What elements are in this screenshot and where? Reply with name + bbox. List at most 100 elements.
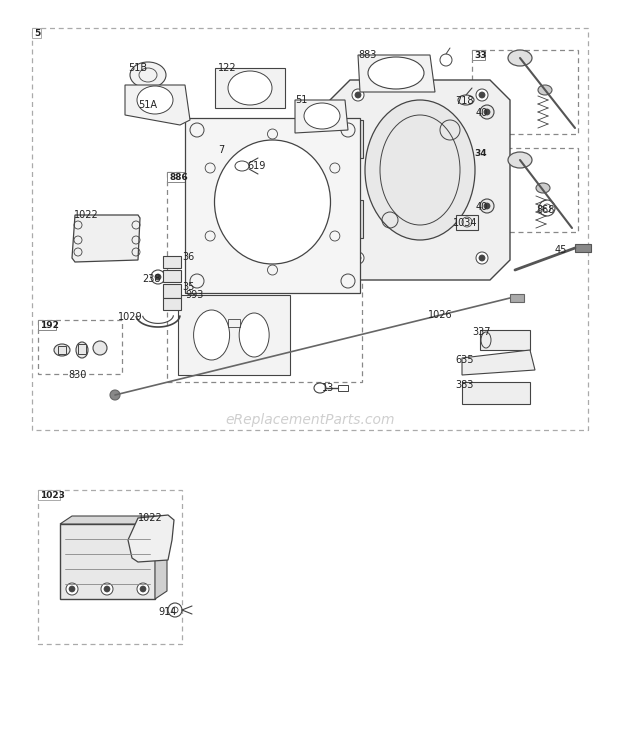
Ellipse shape	[355, 92, 361, 98]
Bar	[32, 28, 588, 430]
Bar	[32, 28, 40, 38]
Bar	[178, 295, 290, 375]
Text: 1022: 1022	[138, 513, 162, 523]
Ellipse shape	[508, 152, 532, 168]
Bar	[472, 50, 578, 134]
Ellipse shape	[93, 341, 107, 355]
Text: 718: 718	[455, 96, 474, 106]
Ellipse shape	[355, 255, 361, 261]
Ellipse shape	[536, 183, 550, 193]
Text: 7: 7	[218, 145, 224, 155]
Ellipse shape	[479, 92, 485, 98]
Text: 40: 40	[476, 202, 489, 212]
Polygon shape	[125, 85, 190, 125]
Ellipse shape	[239, 313, 269, 357]
Ellipse shape	[484, 109, 490, 115]
Bar	[163, 284, 181, 298]
Text: 1023: 1023	[40, 491, 65, 500]
Text: 635: 635	[455, 355, 474, 365]
Bar	[167, 172, 362, 382]
Text: 883: 883	[358, 50, 376, 60]
Polygon shape	[60, 516, 167, 524]
Bar	[167, 172, 185, 182]
Text: 1026: 1026	[428, 310, 453, 320]
Text: 337: 337	[472, 327, 490, 337]
Polygon shape	[72, 215, 140, 262]
Ellipse shape	[137, 583, 149, 595]
Bar	[335, 120, 363, 158]
Ellipse shape	[480, 105, 494, 119]
Bar	[472, 148, 578, 232]
Bar	[338, 385, 348, 391]
Text: 914: 914	[158, 607, 176, 617]
Ellipse shape	[193, 310, 229, 360]
Polygon shape	[215, 68, 285, 108]
Ellipse shape	[110, 390, 120, 400]
Ellipse shape	[480, 199, 494, 213]
Text: 1029: 1029	[118, 312, 143, 322]
Ellipse shape	[101, 583, 113, 595]
Text: 122: 122	[218, 63, 237, 73]
Bar	[185, 118, 360, 293]
Text: 619: 619	[247, 161, 265, 171]
Text: 33: 33	[474, 51, 487, 60]
Ellipse shape	[484, 203, 490, 209]
Text: 830: 830	[68, 370, 86, 380]
Ellipse shape	[508, 50, 532, 66]
Bar	[480, 330, 530, 350]
Text: 1034: 1034	[453, 218, 477, 228]
Text: 51: 51	[295, 95, 308, 105]
Bar	[163, 270, 181, 282]
Polygon shape	[128, 515, 174, 562]
Ellipse shape	[228, 71, 272, 105]
Text: 5: 5	[34, 29, 40, 38]
Text: 1022: 1022	[74, 210, 99, 220]
Text: 383: 383	[455, 380, 474, 390]
Ellipse shape	[352, 252, 364, 264]
Text: 40: 40	[476, 108, 489, 118]
Ellipse shape	[352, 89, 364, 101]
Text: 36: 36	[182, 252, 194, 262]
Bar	[60, 524, 155, 599]
Text: eReplacementParts.com: eReplacementParts.com	[225, 414, 395, 427]
Ellipse shape	[69, 586, 75, 592]
Bar	[472, 50, 485, 60]
Text: 192: 192	[40, 321, 59, 330]
Text: 51A: 51A	[138, 100, 157, 110]
Polygon shape	[330, 80, 510, 280]
Ellipse shape	[365, 100, 475, 240]
Polygon shape	[358, 55, 435, 92]
Bar	[456, 215, 478, 230]
Text: 993: 993	[185, 290, 203, 300]
Text: 34: 34	[474, 149, 487, 158]
Text: 13: 13	[322, 383, 334, 393]
Ellipse shape	[476, 252, 488, 264]
Ellipse shape	[66, 583, 78, 595]
Bar	[228, 319, 241, 327]
Ellipse shape	[130, 62, 166, 88]
Bar	[58, 346, 66, 354]
Bar	[38, 320, 56, 330]
Ellipse shape	[76, 342, 88, 358]
Text: 35: 35	[182, 282, 195, 292]
Text: 238: 238	[142, 274, 161, 284]
Ellipse shape	[304, 103, 340, 129]
Polygon shape	[462, 350, 535, 375]
Ellipse shape	[140, 586, 146, 592]
Ellipse shape	[538, 85, 552, 95]
Ellipse shape	[215, 140, 330, 264]
Ellipse shape	[54, 344, 70, 356]
Ellipse shape	[104, 586, 110, 592]
Bar	[335, 200, 363, 238]
Bar	[38, 490, 60, 500]
Bar	[38, 320, 122, 374]
Bar	[575, 244, 591, 252]
Ellipse shape	[155, 274, 161, 280]
Bar	[78, 344, 86, 354]
Bar	[472, 148, 485, 158]
Bar	[38, 490, 182, 644]
Text: 886: 886	[169, 173, 188, 182]
Bar	[163, 298, 181, 310]
Bar	[510, 294, 524, 302]
Polygon shape	[155, 516, 167, 599]
